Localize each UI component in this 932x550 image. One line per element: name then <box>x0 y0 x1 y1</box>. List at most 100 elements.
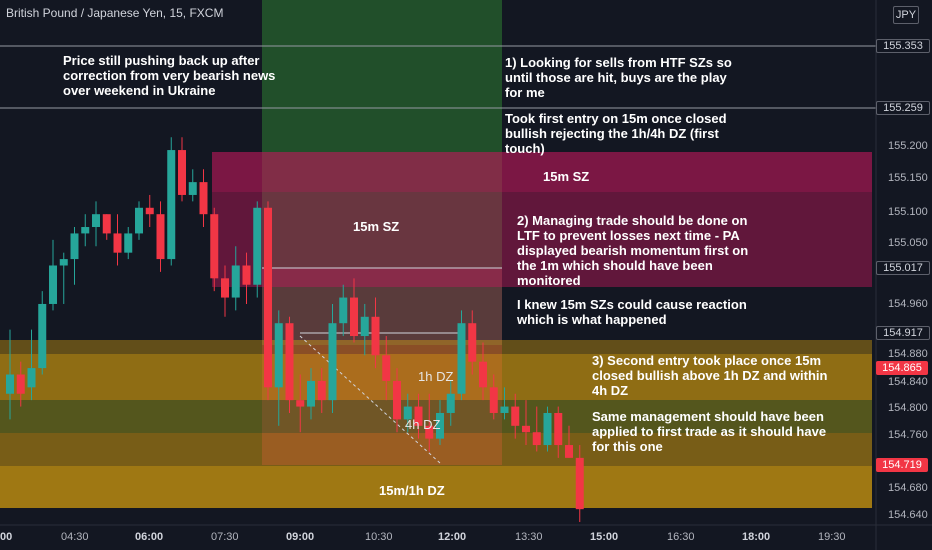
candle-bullish[interactable] <box>500 406 509 413</box>
candle-bullish[interactable] <box>92 214 100 228</box>
time-tick: 15:00 <box>590 531 619 543</box>
annotation-line: Same management should have been <box>592 409 824 424</box>
candle-bullish[interactable] <box>70 233 79 260</box>
candle-bearish[interactable] <box>242 265 251 285</box>
candle-bullish[interactable] <box>124 233 133 253</box>
candle-bearish[interactable] <box>371 316 380 356</box>
candle-bearish[interactable] <box>156 214 165 260</box>
annotation-line: 1) Looking for sells from HTF SZs so <box>505 55 732 70</box>
trendline-diagonal[interactable] <box>299 335 441 464</box>
annotation-line: 4h DZ <box>592 383 629 398</box>
candle-bearish[interactable] <box>350 297 358 337</box>
candle-bearish[interactable] <box>554 412 563 446</box>
time-tick: 12:00 <box>438 531 467 543</box>
annotation-line: for me <box>505 85 545 100</box>
annotation-managing-trade[interactable]: 2) Managing trade should be done on LTF … <box>517 213 748 288</box>
candle-bullish[interactable] <box>188 182 197 195</box>
candle-bullish[interactable] <box>253 207 262 285</box>
candle-bearish[interactable] <box>425 425 434 439</box>
annotation-line: Took first entry on 15m once closed <box>505 111 727 126</box>
time-tick: 10:30 <box>365 531 393 543</box>
supply-zone-15m-lower[interactable] <box>212 192 872 287</box>
annotation-line: correction from very bearish news <box>63 68 276 83</box>
candle-bullish[interactable] <box>231 265 240 298</box>
symbol-title[interactable]: British Pound / Japanese Yen, 15, FXCM <box>6 6 224 20</box>
zone-label-1h-dz[interactable]: 1h DZ <box>418 369 454 384</box>
annotation-line: touch) <box>505 141 545 156</box>
candle-bearish[interactable] <box>221 278 229 298</box>
currency-button[interactable]: JPY <box>893 6 919 24</box>
candle-bearish[interactable] <box>285 323 294 401</box>
annotation-second-entry[interactable]: 3) Second entry took place once 15m clos… <box>592 353 827 398</box>
candle-bullish[interactable] <box>403 406 412 420</box>
candle-bullish[interactable] <box>167 150 176 260</box>
price-label-badge: 155.017 <box>876 261 930 275</box>
candle-bullish[interactable] <box>457 323 466 394</box>
annotation-line: over weekend in Ukraine <box>63 83 216 98</box>
time-tick: 19:30 <box>818 531 846 543</box>
candle-bearish[interactable] <box>532 432 541 446</box>
candle-bearish[interactable] <box>565 445 573 458</box>
zone-label-15m-sz-upper[interactable]: 15m SZ <box>543 169 590 184</box>
candle-bullish[interactable] <box>27 368 36 388</box>
candle-bullish[interactable] <box>436 412 444 439</box>
demand-zone-1h[interactable] <box>0 354 872 400</box>
zone-label-4h-dz[interactable]: 4h DZ <box>405 417 441 432</box>
candle-bearish[interactable] <box>199 182 208 215</box>
demand-zone-15m-1h[interactable] <box>0 466 872 508</box>
candle-bearish[interactable] <box>145 207 154 215</box>
candle-bullish[interactable] <box>307 380 315 407</box>
time-tick: 13:30 <box>515 531 543 543</box>
zone-label-15m-1h-dz[interactable]: 15m/1h DZ <box>379 483 445 498</box>
annotation-price-pushing[interactable]: Price still pushing back up after correc… <box>63 53 275 98</box>
candle-bullish[interactable] <box>6 374 14 394</box>
candle-bearish[interactable] <box>317 380 326 401</box>
annotation-15m-sz-reaction[interactable]: I knew 15m SZs could cause reaction whic… <box>517 297 747 327</box>
candle-bullish[interactable] <box>135 207 143 234</box>
candle-bearish[interactable] <box>16 374 25 394</box>
candle-bullish[interactable] <box>339 297 348 324</box>
price-tick: 155.200 <box>888 140 928 152</box>
candle-bearish[interactable] <box>113 233 122 253</box>
candle-bearish[interactable] <box>489 387 498 413</box>
candle-bearish[interactable] <box>264 207 272 388</box>
candle-bearish[interactable] <box>468 323 477 362</box>
candle-bearish[interactable] <box>511 406 520 426</box>
candle-bearish[interactable] <box>522 425 530 433</box>
demand-zone-band-top[interactable] <box>0 340 872 354</box>
candle-bullish[interactable] <box>38 303 47 369</box>
annotation-same-management[interactable]: Same management should have been applied… <box>592 409 826 454</box>
candle-bearish[interactable] <box>575 457 584 510</box>
candle-bearish[interactable] <box>296 400 305 407</box>
candle-bullish[interactable] <box>328 323 337 401</box>
time-tick: 04:30 <box>61 531 89 543</box>
candle-bearish[interactable] <box>479 361 487 388</box>
price-label-badge: 154.719 <box>876 458 928 472</box>
candle-bearish[interactable] <box>382 355 391 381</box>
zone-label-15m-sz-lower[interactable]: 15m SZ <box>353 219 400 234</box>
supply-zone-15m-upper[interactable] <box>212 152 872 192</box>
annotation-line: which is what happened <box>517 312 667 327</box>
annotation-first-entry[interactable]: Took first entry on 15m once closed bull… <box>505 111 727 156</box>
candle-bullish[interactable] <box>360 316 369 337</box>
annotation-looking-for-sells[interactable]: 1) Looking for sells from HTF SZs so unt… <box>505 55 732 100</box>
candle-bullish[interactable] <box>81 227 90 234</box>
annotation-line: closed bullish above 1h DZ and within <box>592 368 828 383</box>
candle-bearish[interactable] <box>210 214 219 279</box>
candle-bearish[interactable] <box>414 406 423 426</box>
candle-bullish[interactable] <box>49 265 57 304</box>
candle-bullish[interactable] <box>59 259 68 266</box>
price-tick: 154.640 <box>888 509 928 521</box>
candle-bearish[interactable] <box>102 214 111 234</box>
candle-bullish[interactable] <box>543 412 552 446</box>
candle-bearish[interactable] <box>393 380 401 420</box>
price-tick: 154.880 <box>888 348 928 360</box>
price-label-badge: 154.865 <box>876 361 928 375</box>
annotation-line: Price still pushing back up after <box>63 53 260 68</box>
candle-bearish[interactable] <box>178 150 186 195</box>
candle-bullish[interactable] <box>446 393 455 413</box>
candle-bullish[interactable] <box>274 323 283 388</box>
annotation-line: monitored <box>517 273 581 288</box>
price-label-badge: 155.259 <box>876 101 930 115</box>
